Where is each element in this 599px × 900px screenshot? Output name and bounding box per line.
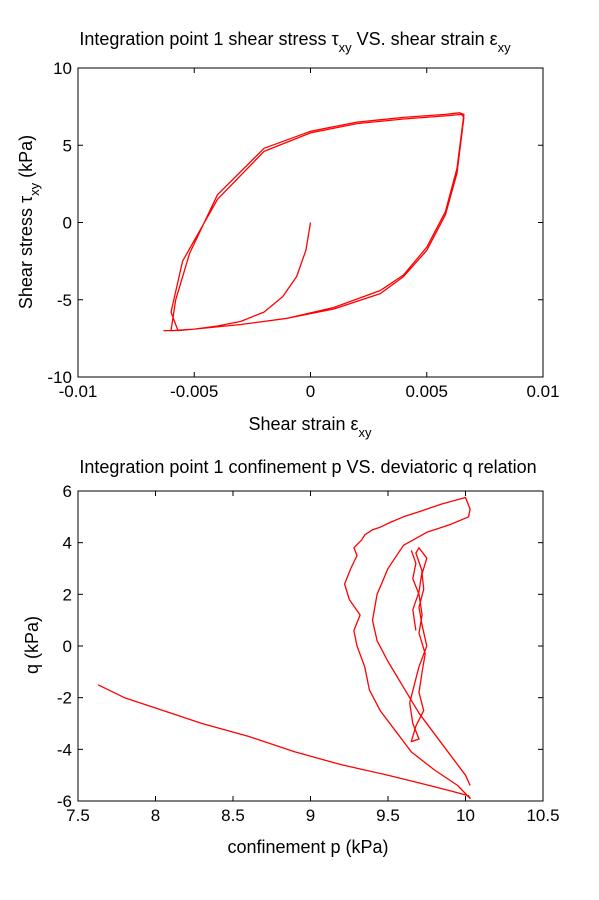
chart2-ytick-label: 4 xyxy=(63,534,72,553)
chart2-xtick-label: 7.5 xyxy=(66,806,90,825)
chart1-title: Integration point 1 shear stress τxy VS.… xyxy=(79,29,511,55)
chart2-ytick-label: 0 xyxy=(63,637,72,656)
chart2-xtick-label: 10.5 xyxy=(526,806,559,825)
chart2-ytick-label: -4 xyxy=(57,740,72,759)
chart1-xtick-label: 0 xyxy=(306,382,315,401)
chart2-ytick-label: 2 xyxy=(63,585,72,604)
chart2-xtick-label: 8 xyxy=(151,806,160,825)
chart1-ticks xyxy=(77,67,544,378)
chart2-plot-area xyxy=(77,490,544,802)
chart1-xtick-label: -0.01 xyxy=(59,382,98,401)
chart2-xtick-label: 8.5 xyxy=(221,806,245,825)
chart2-xtick-labels: 7.5 8 8.5 9 9.5 10 10.5 xyxy=(66,806,559,825)
chart2-series-line-1 xyxy=(97,496,471,800)
chart1-xtick-label: 0.01 xyxy=(526,382,559,401)
chart2-xtick-label: 10 xyxy=(456,806,475,825)
chart2-ytick-label: -2 xyxy=(57,689,72,708)
chart1-ytick-label: 5 xyxy=(63,136,72,155)
chart1-xtick-label: -0.005 xyxy=(170,382,218,401)
chart2-xtick-label: 9.5 xyxy=(376,806,400,825)
chart1-ytick-labels: 10 5 0 -5 -10 xyxy=(47,59,72,387)
chart1-xlabel: Shear strain εxy xyxy=(248,414,372,440)
chart1-ytick-label: -10 xyxy=(47,368,72,387)
chart2-ytick-label: -6 xyxy=(57,792,72,811)
chart2-series-group xyxy=(97,496,471,800)
chart1-ylabel: Shear stress τxy (kPa) xyxy=(16,135,42,309)
chart2-ytick-labels: 6 4 2 0 -2 -4 -6 xyxy=(57,482,72,811)
chart1-ytick-label: 0 xyxy=(63,214,72,233)
chart2-ytick-label: 6 xyxy=(63,482,72,501)
chart1-xtick-labels: -0.01 -0.005 0 0.005 0.01 xyxy=(59,382,560,401)
chart2-series-line-2 xyxy=(409,547,428,743)
chart2-ticks xyxy=(77,490,544,802)
chart1-ytick-label: 10 xyxy=(53,59,72,78)
chart1-series-group xyxy=(163,112,465,332)
chart2-title: Integration point 1 confinement p VS. de… xyxy=(79,457,536,477)
chart1-ytick-label: -5 xyxy=(57,291,72,310)
chart2-ylabel: q (kPa) xyxy=(22,616,42,674)
chart1-xtick-label: 0.005 xyxy=(405,382,448,401)
chart2-xlabel: confinement p (kPa) xyxy=(227,837,388,857)
chart2-xtick-label: 9 xyxy=(306,806,315,825)
chart1-series-line-1 xyxy=(163,112,465,332)
